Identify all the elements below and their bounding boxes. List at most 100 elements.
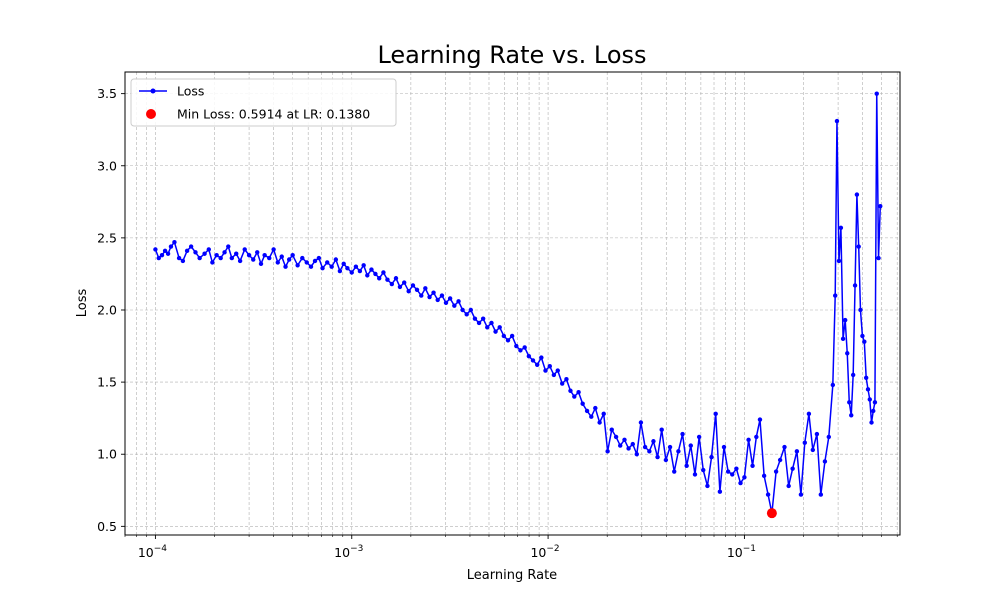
x-tick-label: 10−4 [138,544,167,560]
loss-data-point [246,252,252,258]
loss-data-point [560,381,565,386]
loss-data-point [435,297,440,303]
loss-data-point [717,489,723,494]
loss-data-point [802,440,807,445]
loss-data-point [202,251,207,256]
loss-data-point [840,336,846,342]
legend: Loss Min Loss: 0.5914 at LR: 0.1380 [130,78,397,127]
loss-data-point [810,447,816,453]
loss-data-point [713,411,718,417]
loss-data-point [361,263,366,268]
loss-data-point [333,257,339,262]
loss-data-point [414,287,420,292]
loss-data-point [798,492,804,497]
loss-data-point [222,250,227,255]
loss-data-point [576,390,581,395]
loss-data-point [456,299,461,304]
loss-data-point [393,276,399,281]
loss-data-point [275,260,280,265]
loss-data-point [663,457,669,463]
loss-data-point [485,325,490,330]
y-tick-label: 3.5 [97,86,117,101]
loss-data-point [229,255,235,261]
loss-data-point [858,307,863,313]
loss-data-point [242,247,247,252]
loss-data-point [794,449,800,454]
loss-data-point [750,463,755,468]
min-loss-marker [766,508,777,519]
loss-data-point [325,260,330,265]
loss-data-point [692,472,698,477]
legend-marker-min-icon [146,109,156,119]
loss-data-point [472,316,478,321]
loss-data-point [659,427,664,432]
loss-data-point [526,353,532,359]
loss-data-point [856,244,861,249]
loss-data-point [872,400,878,405]
loss-data-point [518,348,523,353]
loss-data-point [754,434,759,440]
loss-data-point [613,434,619,440]
loss-data-point [734,466,739,471]
loss-data-point [822,459,828,464]
loss-data-point [162,248,168,254]
x-tick-label: 10−2 [530,544,559,560]
loss-data-point [406,289,411,294]
loss-data-point [373,271,378,277]
y-tick-label: 3.0 [97,158,117,173]
loss-data-point [860,333,865,339]
loss-data-point [564,377,569,382]
x-tick-label: 10−1 [727,544,756,560]
loss-data-point [786,483,791,489]
loss-data-point [234,251,239,256]
y-tick-label: 2.5 [97,230,117,245]
loss-data-point [836,258,842,264]
loss-data-point [419,293,424,298]
loss-data-point [568,388,573,393]
loss-data-point [845,351,850,356]
legend-label-min-loss: Min Loss: 0.5914 at LR: 0.1380 [177,107,370,122]
loss-data-point [543,368,548,373]
loss-data-point [505,338,511,343]
loss-data-point [878,203,883,209]
y-tick-label: 0.5 [97,519,117,534]
loss-data-point [584,408,590,414]
loss-data-point [180,258,186,264]
loss-data-point [349,270,354,275]
loss-data-point [676,449,681,454]
loss-data-point [316,255,322,261]
loss-data-point [790,466,795,471]
loss-data-point [308,264,314,269]
loss-data-point [530,358,536,363]
chart-title: Learning Rate vs. Loss [377,41,646,69]
loss-data-point [626,446,631,451]
loss-data-point [365,273,370,278]
loss-data-point [452,303,457,308]
loss-data-point [854,192,860,197]
loss-data-point [818,492,824,497]
loss-data-point [320,265,325,271]
loss-data-point [705,483,710,489]
loss-data-point [460,307,465,313]
loss-data-point [593,405,598,411]
loss-data-point [555,368,560,373]
loss-data-point [237,258,243,264]
legend-marker-loss-icon [150,88,156,94]
loss-data-point [329,264,334,269]
loss-data-point [156,255,161,261]
loss-data-point [258,261,264,267]
axis-ticks: 10−4 10−3 10−2 10−1 0.5 1.0 1.5 2.0 2.5 3.0 3.5 [97,86,898,560]
loss-data-point [176,255,182,261]
loss-data-point [618,443,623,448]
loss-data-point [826,434,831,440]
loss-data-point [300,255,305,261]
loss-data-point [688,443,693,448]
loss-data-point [551,372,557,378]
loss-data-point [193,250,198,255]
legend-box [130,78,397,127]
loss-data-point [746,437,751,442]
loss-data-point [757,417,763,422]
y-axis-label: Loss [75,289,90,318]
